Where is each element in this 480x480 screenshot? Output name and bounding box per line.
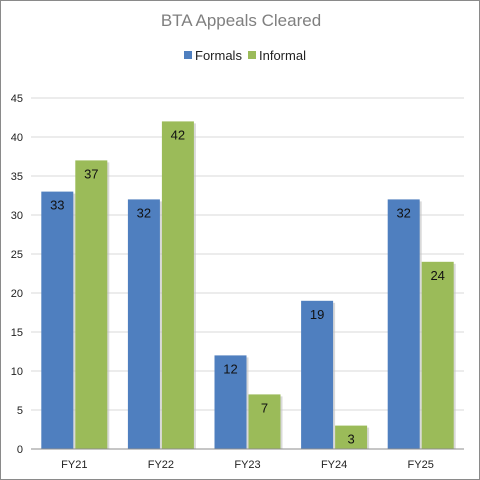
y-tick-label: 30 bbox=[11, 210, 23, 222]
y-tick-label: 0 bbox=[17, 444, 23, 456]
data-label-informal-fy21: 37 bbox=[84, 166, 98, 181]
data-label-informal-fy23: 7 bbox=[261, 400, 268, 415]
data-label-formals-fy25: 32 bbox=[396, 205, 410, 220]
x-tick-label: FY25 bbox=[408, 459, 434, 471]
x-axis-ticks: FY21 FY22 FY23 FY24 FY25 bbox=[61, 459, 434, 471]
legend: Formals Informal bbox=[184, 48, 306, 63]
bar-formals-fy25 bbox=[387, 199, 420, 449]
y-tick-label: 40 bbox=[11, 132, 23, 144]
y-tick-label: 20 bbox=[11, 288, 23, 300]
x-tick-label: FY22 bbox=[148, 459, 174, 471]
bar-informal-fy25 bbox=[421, 261, 454, 449]
data-label-informal-fy25: 24 bbox=[430, 268, 444, 283]
y-tick-label: 15 bbox=[11, 327, 23, 339]
data-label-formals-fy22: 32 bbox=[137, 205, 151, 220]
bar-informal-fy21 bbox=[75, 160, 108, 449]
bar-informal-fy23 bbox=[248, 394, 281, 449]
bar-formals-fy22 bbox=[127, 199, 160, 449]
legend-label-informal: Informal bbox=[259, 48, 306, 63]
data-label-formals-fy21: 33 bbox=[50, 198, 64, 213]
legend-swatch-formals bbox=[184, 51, 192, 59]
legend-label-formals: Formals bbox=[195, 48, 242, 63]
bar-formals-fy21 bbox=[41, 191, 74, 449]
x-tick-label: FY24 bbox=[321, 459, 347, 471]
y-tick-label: 45 bbox=[11, 93, 23, 105]
chart-title: BTA Appeals Cleared bbox=[161, 11, 321, 30]
y-tick-label: 5 bbox=[17, 405, 23, 417]
data-labels: 33 37 32 42 12 7 19 3 32 24 bbox=[50, 127, 445, 446]
y-tick-label: 25 bbox=[11, 249, 23, 261]
y-axis-ticks: 0 5 10 15 20 25 30 35 40 45 bbox=[11, 93, 23, 456]
data-label-informal-fy22: 42 bbox=[171, 127, 185, 142]
legend-swatch-informal bbox=[248, 51, 256, 59]
y-tick-label: 35 bbox=[11, 171, 23, 183]
y-tick-label: 10 bbox=[11, 366, 23, 378]
bars bbox=[41, 121, 456, 450]
data-label-formals-fy24: 19 bbox=[310, 307, 324, 322]
data-label-informal-fy24: 3 bbox=[347, 432, 354, 447]
data-label-formals-fy23: 12 bbox=[223, 361, 237, 376]
x-tick-label: FY23 bbox=[234, 459, 260, 471]
x-tick-label: FY21 bbox=[61, 459, 87, 471]
bar-informal-fy22 bbox=[161, 121, 194, 450]
bar-informal-fy24 bbox=[335, 425, 368, 449]
bar-formals-fy24 bbox=[301, 300, 334, 449]
bar-formals-fy23 bbox=[214, 355, 247, 449]
